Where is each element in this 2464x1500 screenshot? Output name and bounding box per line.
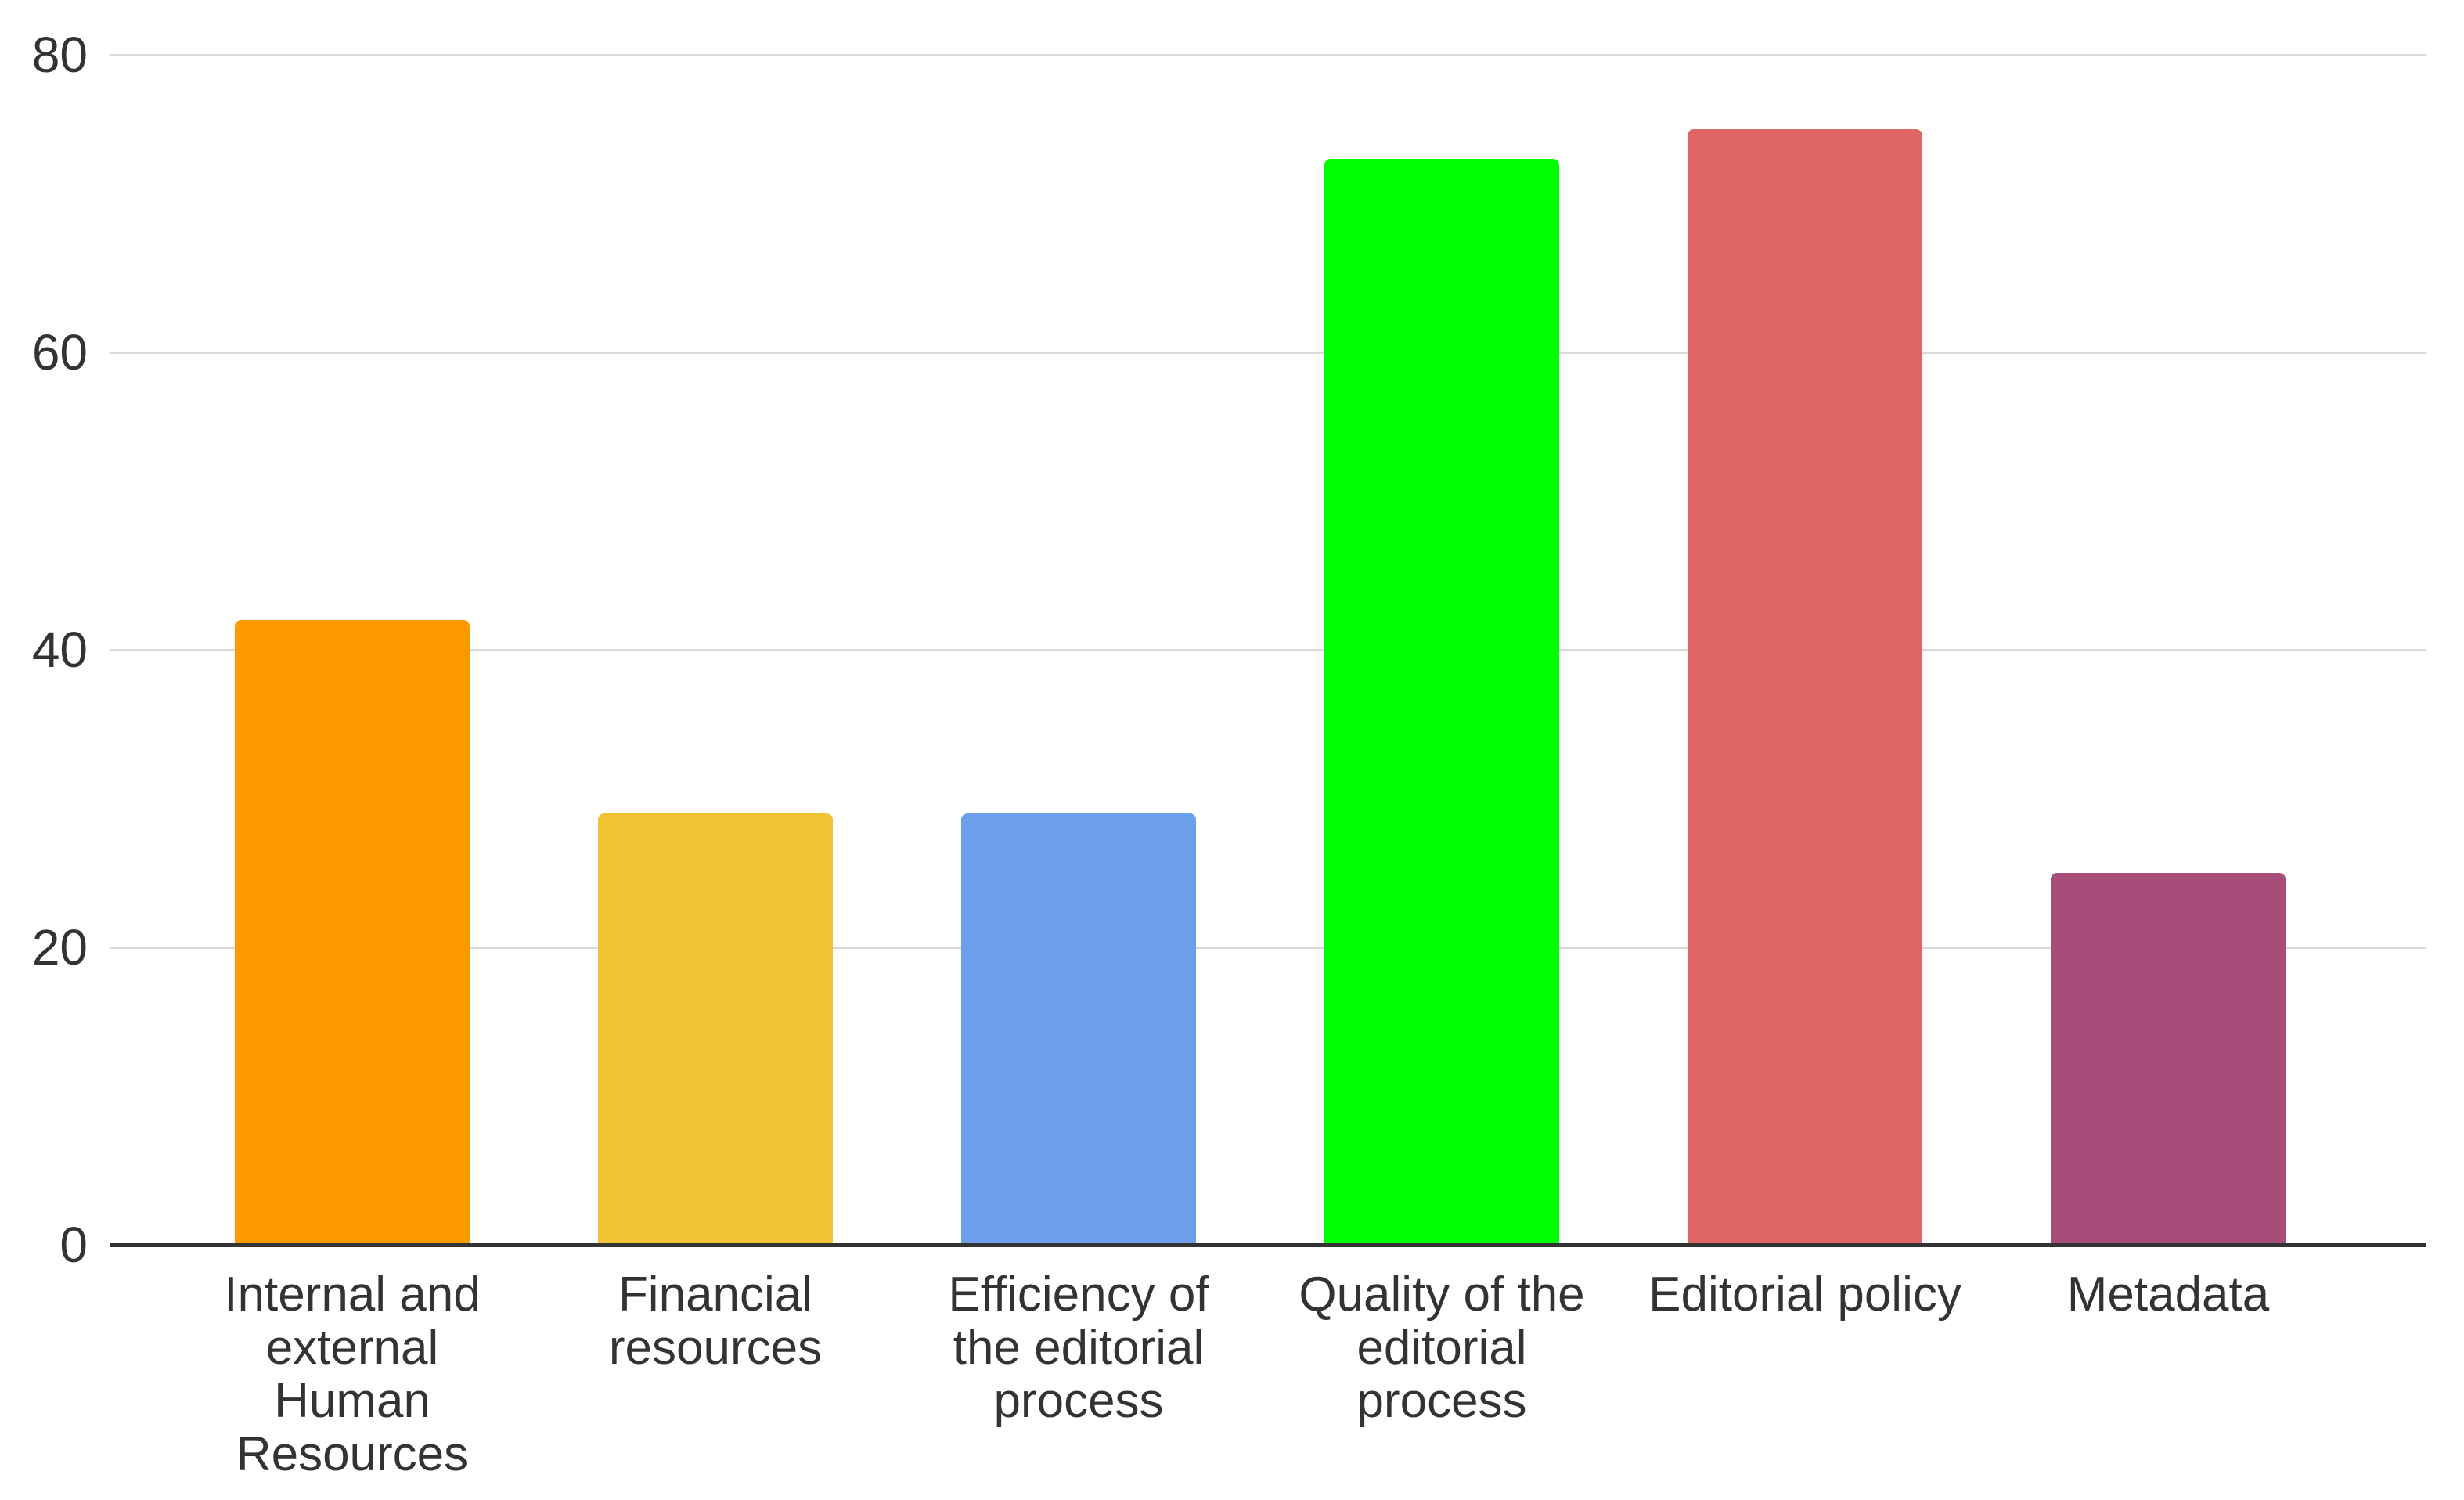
x-axis-category-label-line: Resources (236, 1427, 469, 1481)
bar-financial-resources[interactable] (598, 813, 833, 1245)
bar-efficiency-of-the-editorial-process[interactable] (961, 813, 1196, 1245)
x-axis-category-label-line: external (265, 1321, 439, 1375)
x-axis-category-label-financial-resources: Financial resources (528, 1268, 903, 1375)
x-axis-category-label-quality-of-the-editorial-process: Quality of the editorial process (1254, 1268, 1630, 1428)
x-axis-category-label-line: process (993, 1374, 1164, 1428)
x-axis-category-label-line: Metadata (2066, 1267, 2270, 1322)
y-axis-tick-label-20: 20 (31, 919, 88, 975)
x-axis-category-label-line: Efficiency of (948, 1267, 1209, 1322)
y-axis-tick-label-80: 80 (31, 27, 88, 83)
x-axis-category-label-line: process (1356, 1374, 1527, 1428)
bar-quality-of-the-editorial-process[interactable] (1324, 159, 1559, 1245)
gridline-40 (110, 649, 2426, 651)
y-axis-tick-label-0: 0 (59, 1217, 88, 1273)
x-axis-category-label-metadata: Metadata (1980, 1268, 2356, 1322)
x-axis-category-label-internal-and-external-human-resources: Internal and external Human Resources (164, 1268, 540, 1481)
gridline-20 (110, 947, 2426, 949)
x-axis-category-label-editorial-policy: Editorial policy (1617, 1268, 1993, 1322)
x-axis-category-label-line: Human (274, 1374, 430, 1428)
x-axis-category-label-line: Financial (618, 1267, 813, 1322)
y-axis-tick-label-60: 60 (31, 324, 88, 380)
x-axis-category-label-line: editorial (1356, 1321, 1527, 1375)
x-axis-category-label-line: Editorial policy (1648, 1267, 1961, 1322)
bar-internal-and-external-human-resources[interactable] (235, 620, 470, 1245)
x-axis-category-label-line: the editorial (953, 1321, 1205, 1375)
x-axis-category-label-line: Internal and (224, 1267, 481, 1322)
x-axis-category-label-line: Quality of the (1299, 1267, 1585, 1322)
y-axis-tick-label-40: 40 (31, 622, 88, 678)
bar-editorial-policy[interactable] (1688, 129, 1922, 1245)
x-axis-category-label-efficiency-of-the-editorial-process: Efficiency of the editorial process (891, 1268, 1266, 1428)
bar-metadata[interactable] (2051, 873, 2286, 1245)
x-axis-line (110, 1243, 2426, 1247)
gridline-60 (110, 352, 2426, 354)
x-axis-category-label-line: resources (608, 1321, 823, 1375)
gridline-80 (110, 54, 2426, 56)
